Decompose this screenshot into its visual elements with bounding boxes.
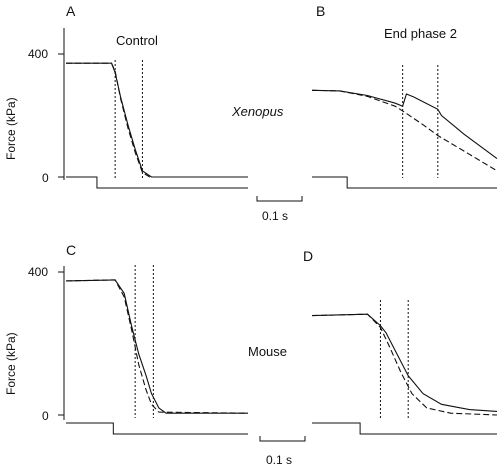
y-tick-label-a-top: 400 bbox=[28, 47, 48, 61]
stimulus-step-b bbox=[312, 176, 497, 189]
force-trace-c-solid bbox=[65, 279, 248, 414]
force-trace-b-solid bbox=[311, 89, 498, 160]
force-trace-a-dashed bbox=[66, 62, 248, 178]
panel-letter-b: B bbox=[316, 3, 325, 19]
scale-bar-line-bottom bbox=[259, 436, 306, 442]
y-axis-label-c: Force (kPa) bbox=[4, 332, 18, 395]
force-trace-b-dashed bbox=[311, 89, 498, 172]
plot-marks bbox=[65, 60, 498, 435]
panel-letter-d: D bbox=[303, 248, 313, 264]
force-trace-d-dashed bbox=[311, 313, 498, 416]
scale-bar-line-top bbox=[256, 196, 303, 202]
panel-title-a: Control bbox=[116, 33, 158, 48]
panel-c: C Force (kPa) 400 0 Mouse bbox=[4, 242, 287, 423]
species-label-c: Mouse bbox=[248, 344, 287, 359]
y-tick-label-a-zero: 0 bbox=[42, 171, 49, 185]
force-trace-d-solid bbox=[311, 313, 498, 412]
force-trace-a-solid bbox=[66, 62, 248, 178]
panel-letter-c: C bbox=[66, 242, 76, 258]
y-tick-label-c-zero: 0 bbox=[42, 409, 49, 423]
panel-title-b: End phase 2 bbox=[384, 26, 457, 41]
y-axis-label-a: Force (kPa) bbox=[4, 97, 18, 160]
panel-b: B End phase 2 bbox=[316, 3, 457, 41]
species-label-a: Xenopus bbox=[231, 104, 284, 119]
panel-a: A Control Force (kPa) 400 0 Xenopus bbox=[4, 3, 284, 185]
panel-d: D bbox=[303, 248, 313, 264]
time-scale-bar-top: 0.1 s bbox=[256, 196, 303, 223]
stimulus-step-d bbox=[312, 422, 497, 435]
stimulus-step-c bbox=[66, 422, 248, 435]
panel-letter-a: A bbox=[66, 3, 76, 19]
stimulus-step-a bbox=[66, 176, 248, 189]
y-tick-label-c-top: 400 bbox=[28, 265, 48, 279]
force-trace-c-dashed bbox=[65, 279, 249, 414]
time-scale-bar-bottom: 0.1 s bbox=[259, 436, 306, 467]
scale-bar-label-bottom: 0.1 s bbox=[266, 453, 292, 467]
scale-bar-label-top: 0.1 s bbox=[262, 209, 288, 223]
